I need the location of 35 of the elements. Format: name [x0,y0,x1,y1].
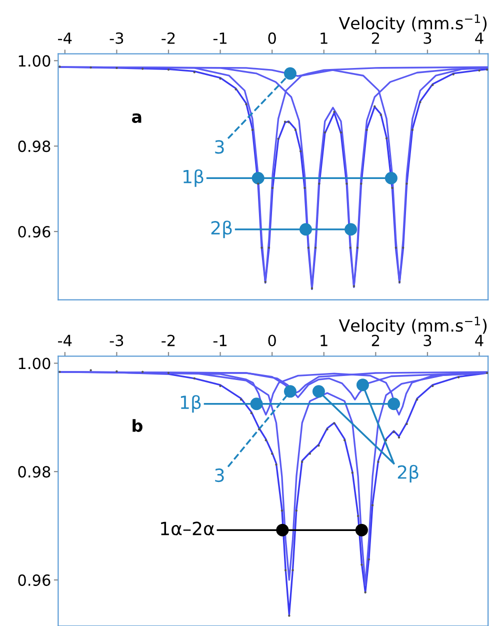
x-tick-label: 2 [372,32,380,44]
y-tick-label: 1.00 [18,358,50,370]
x-tick-label: -3 [110,334,124,346]
series-label: 1β [180,395,201,413]
x-tick-label: 0 [268,334,276,346]
x-tick-label: 4 [475,334,484,346]
x-tick-label: -2 [162,32,175,44]
x-tick-label: -1 [213,334,226,346]
x-tick-label: 2 [372,334,380,346]
x-tick-label: -4 [58,32,72,44]
series-label: 3 [215,468,224,482]
x-tick-label: 1 [320,334,328,346]
x-tick-label: 0 [268,32,276,44]
x-tick-label: -3 [110,32,124,44]
x-axis-title: Velocity (mm.s$^{−1}$) [338,316,487,336]
y-tick-label: 1.00 [18,55,50,67]
series-label: 1β [184,169,204,187]
y-tick-label: 0.98 [18,466,50,478]
x-axis-title: Velocity (mm.s$^{−1}$) [338,14,487,33]
annotation: a [132,113,142,123]
x-tick-label: -4 [58,334,72,346]
x-tick-label: -2 [162,334,175,346]
x-tick-label: 3 [424,32,432,44]
series-label: 2β [398,464,418,482]
x-tick-label: 4 [475,32,484,44]
series-label: 3 [215,140,224,154]
x-tick-label: 3 [424,334,432,346]
series-label: 2β [211,220,232,238]
series-label: 1α–2α [161,522,214,536]
x-tick-label: 1 [320,32,328,44]
x-tick-label: -1 [213,32,226,44]
y-tick-label: 0.98 [18,140,50,152]
y-tick-label: 0.96 [18,574,50,586]
annotation: b [132,419,142,432]
y-tick-label: 0.96 [18,226,50,238]
